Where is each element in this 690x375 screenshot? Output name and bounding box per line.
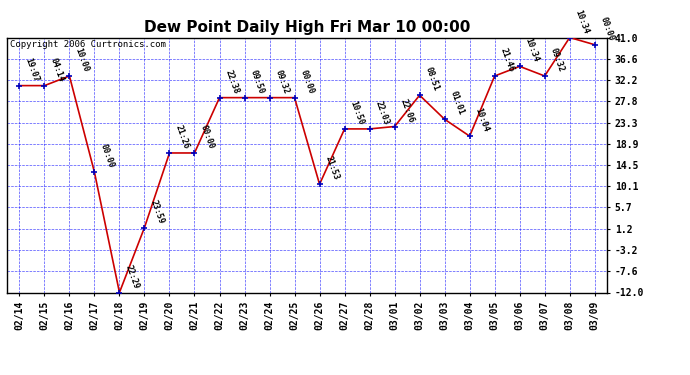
Text: 22:29: 22:29	[124, 263, 141, 290]
Text: 00:00: 00:00	[299, 68, 316, 95]
Text: 10:00: 10:00	[74, 46, 90, 73]
Text: 10:34: 10:34	[574, 8, 591, 35]
Text: 00:00: 00:00	[199, 124, 216, 150]
Text: 08:51: 08:51	[424, 66, 441, 93]
Text: 00:00: 00:00	[99, 143, 116, 170]
Text: 21:46: 21:46	[499, 46, 516, 73]
Text: 19:07: 19:07	[23, 56, 41, 83]
Title: Dew Point Daily High Fri Mar 10 00:00: Dew Point Daily High Fri Mar 10 00:00	[144, 20, 471, 35]
Text: 21:26: 21:26	[174, 124, 190, 150]
Text: 04:14: 04:14	[48, 56, 66, 83]
Text: 22:03: 22:03	[374, 100, 391, 126]
Text: 22:06: 22:06	[399, 97, 416, 124]
Text: 22:38: 22:38	[224, 68, 241, 95]
Text: 21:53: 21:53	[324, 155, 341, 182]
Text: 23:59: 23:59	[148, 198, 166, 225]
Text: 09:32: 09:32	[274, 68, 290, 95]
Text: 10:04: 10:04	[474, 107, 491, 134]
Text: Copyright 2006 Curtronics.com: Copyright 2006 Curtronics.com	[10, 40, 166, 49]
Text: 01:01: 01:01	[448, 90, 466, 117]
Text: 10:34: 10:34	[524, 37, 541, 64]
Text: 09:32: 09:32	[549, 46, 566, 73]
Text: 00:00: 00:00	[599, 15, 616, 42]
Text: 10:50: 10:50	[348, 100, 366, 126]
Text: 09:50: 09:50	[248, 68, 266, 95]
